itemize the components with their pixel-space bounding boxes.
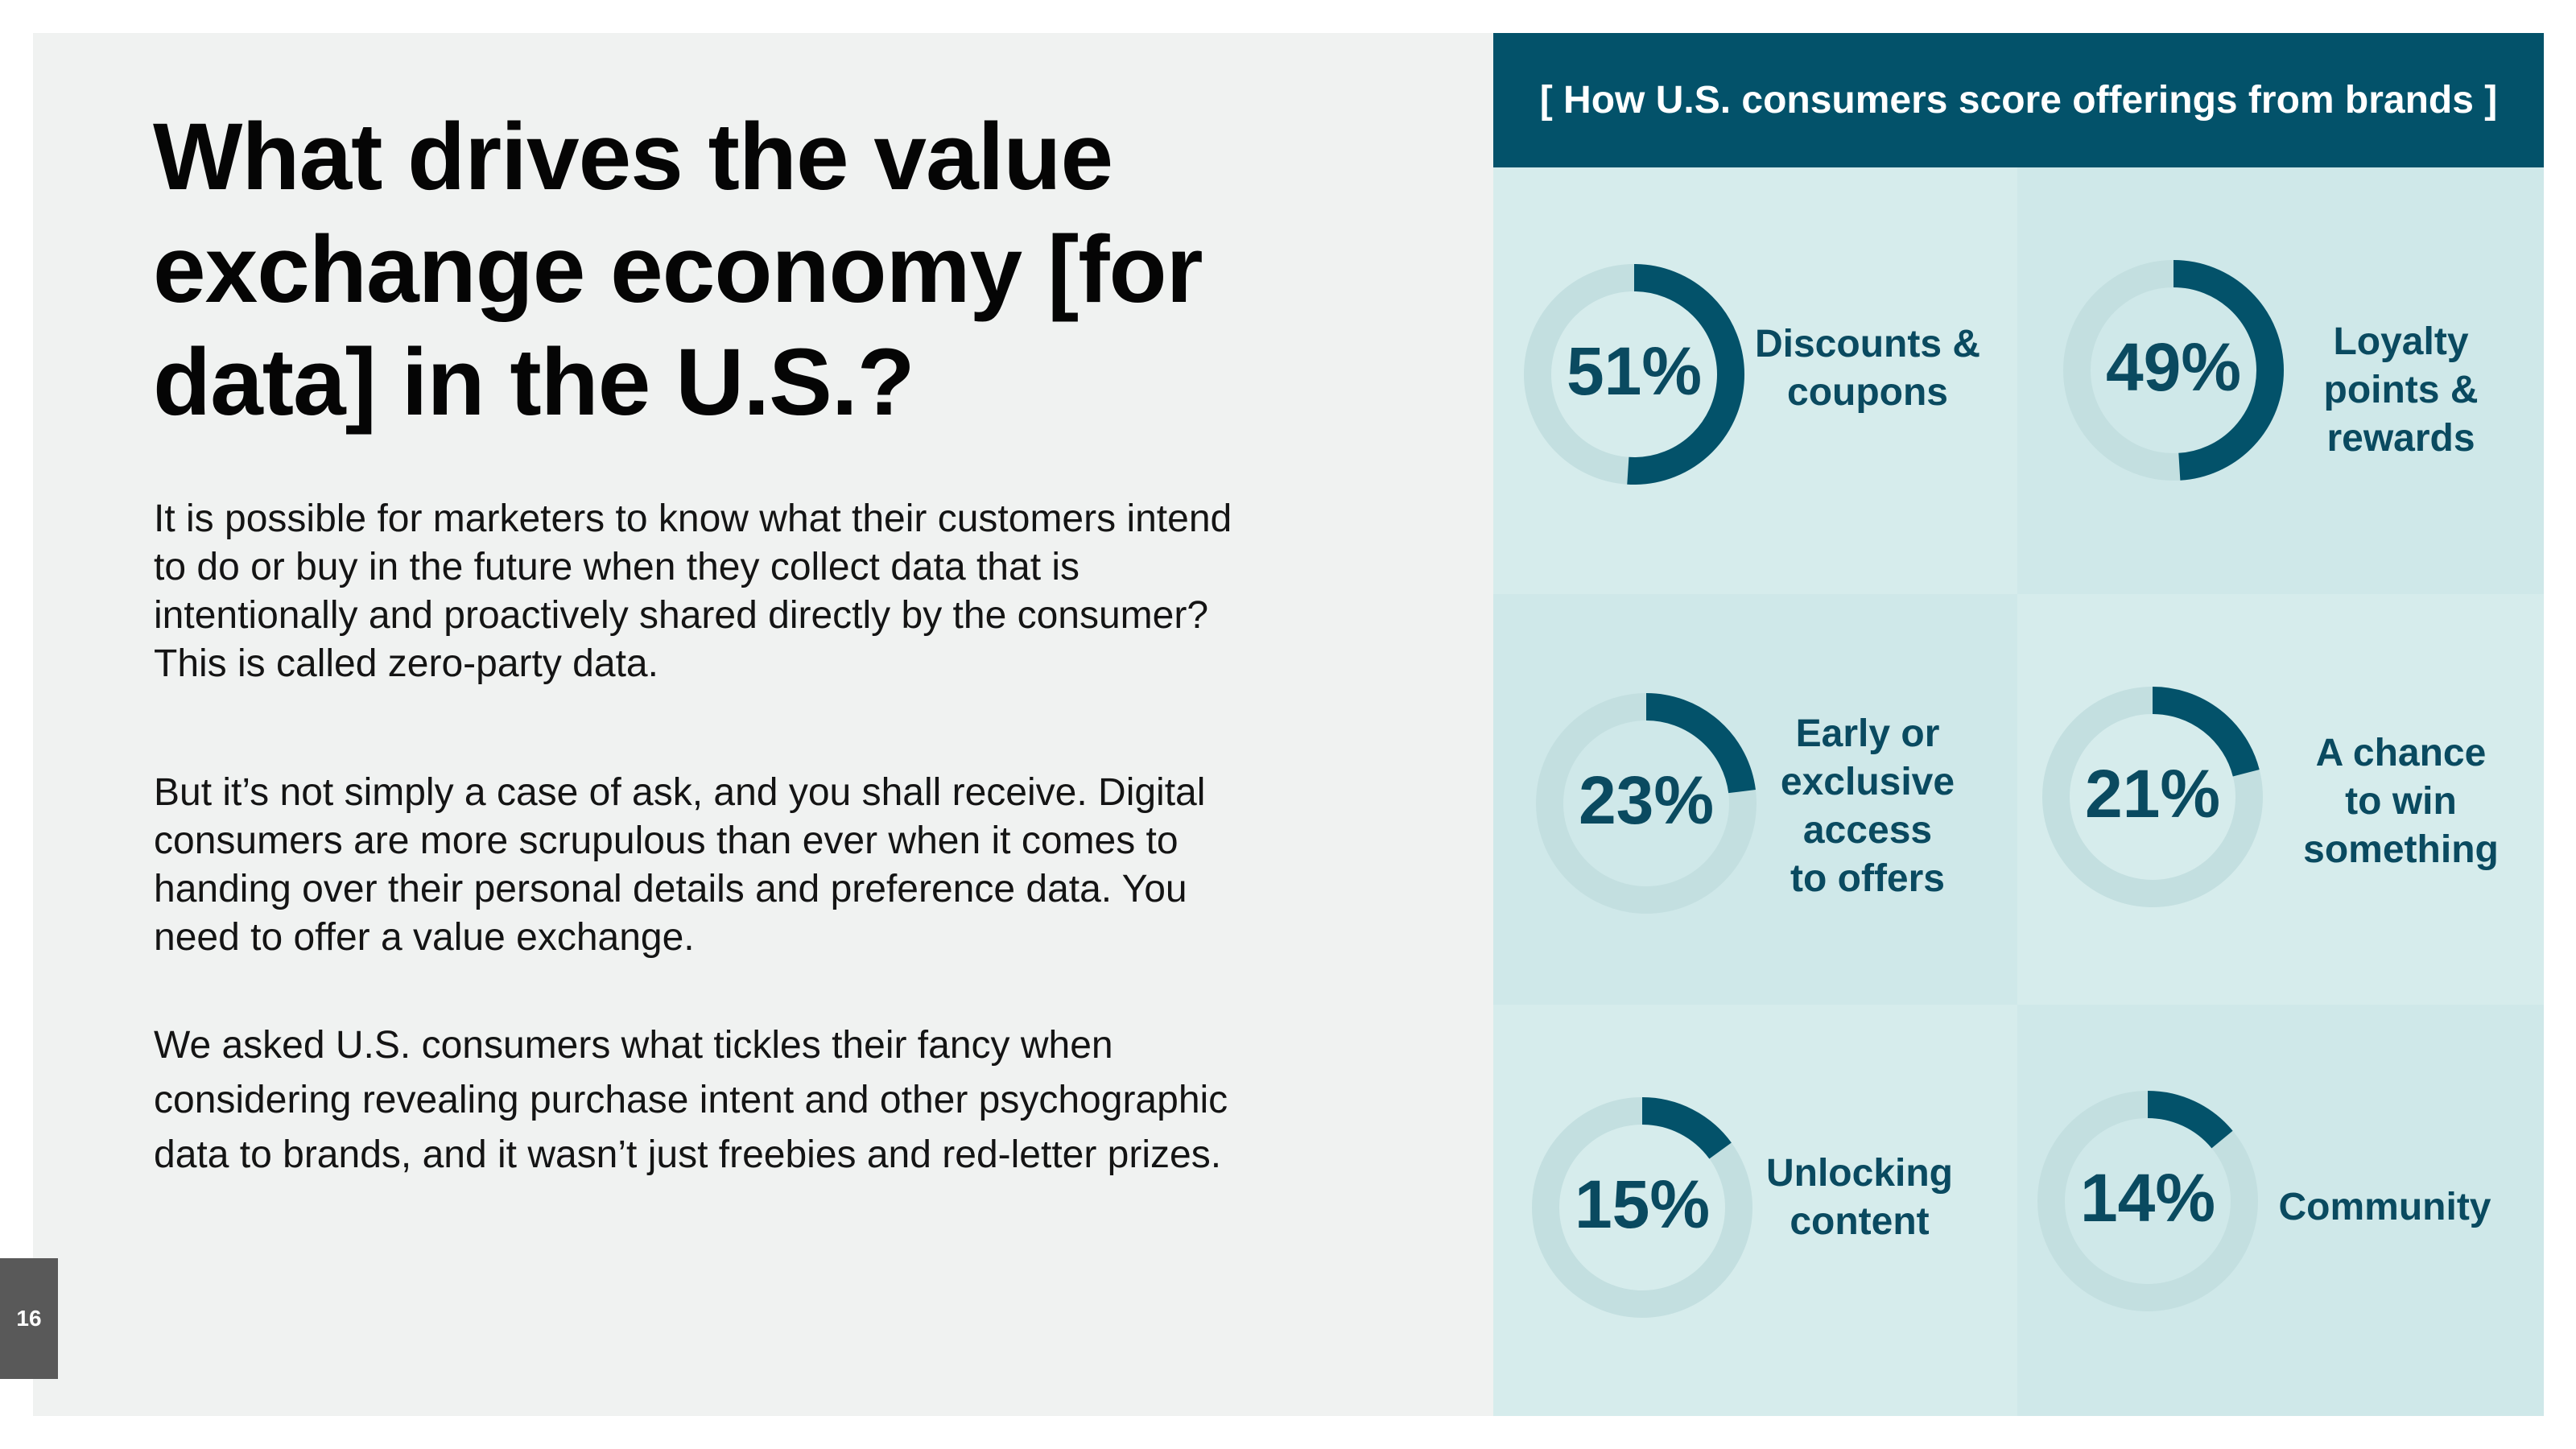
chart-cell	[2017, 1005, 2544, 1416]
donut-chart	[2042, 687, 2263, 907]
category-label: A chance to win something	[2303, 732, 2499, 871]
category-label: Unlocking content	[1765, 1152, 1953, 1243]
chart-cell	[1493, 167, 2017, 594]
chart-cell	[2017, 594, 2544, 1005]
intro-paragraph: It is possible for marketers to know wha…	[154, 497, 1232, 685]
donut-value-arc	[2042, 687, 2263, 907]
donut-value-label: 21%	[2084, 756, 2221, 832]
category-label: Community	[2278, 1186, 2491, 1228]
donut-value-arc	[1536, 693, 1757, 914]
survey-paragraph: We asked U.S. consumers what tickles the…	[154, 1024, 1228, 1176]
donut-value-arc	[1524, 264, 1744, 485]
page-number: 16	[0, 1258, 58, 1379]
donut-value-label: 15%	[1574, 1166, 1711, 1242]
category-label: Discounts & coupons	[1754, 323, 1981, 414]
category-label: Early or exclusive access to offers	[1780, 712, 1955, 900]
value-exchange-paragraph: But it’s not simply a case of ask, and y…	[154, 771, 1206, 959]
donut-value-label: 51%	[1566, 333, 1703, 409]
donut-chart	[1524, 264, 1744, 485]
donut-value-label: 14%	[2079, 1160, 2216, 1236]
donut-chart	[1532, 1097, 1752, 1318]
donut-value-arc	[2037, 1091, 2258, 1311]
donut-value-label: 23%	[1578, 762, 1715, 838]
donut-value-arc	[1532, 1097, 1752, 1318]
chart-title: [ How U.S. consumers score offerings fro…	[1493, 33, 2544, 167]
donut-value-label: 49%	[2105, 329, 2242, 405]
donut-chart	[1536, 693, 1757, 914]
donut-value-arc	[2063, 260, 2284, 481]
page-title: What drives the value exchange economy […	[153, 104, 1203, 436]
chart-cell	[1493, 1005, 2017, 1416]
donut-chart	[2063, 260, 2284, 481]
category-label: Loyalty points & rewards	[2323, 320, 2479, 460]
donut-chart	[2037, 1091, 2258, 1311]
